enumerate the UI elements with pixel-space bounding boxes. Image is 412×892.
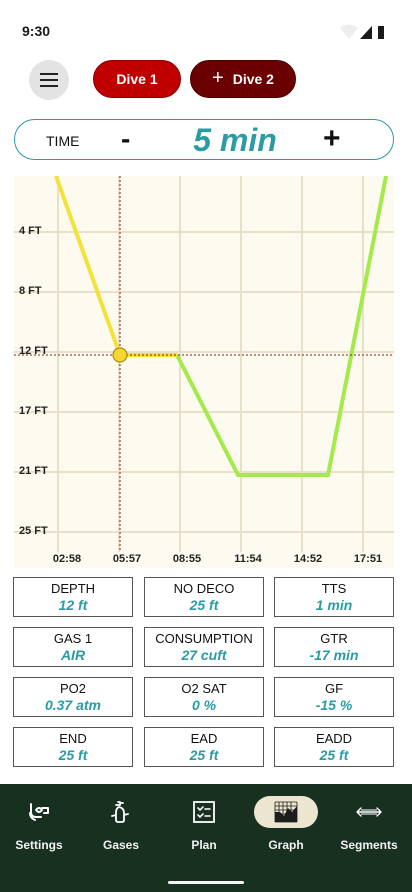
stat-label: EADD	[315, 731, 353, 746]
add-dive2-button[interactable]: + Dive 2	[190, 60, 296, 98]
y-tick-label: 12 FT	[19, 345, 48, 357]
stat-value: 27 cuft	[181, 647, 227, 663]
stat-card-gf: GF -15 %	[274, 677, 394, 717]
nav-graph[interactable]: Graph	[246, 796, 326, 852]
hamburger-menu-icon	[40, 73, 58, 87]
stat-label: GTR	[320, 631, 348, 646]
stat-value: 25 ft	[189, 597, 219, 613]
stat-value: -17 min	[309, 647, 359, 663]
cursor-marker	[112, 347, 128, 363]
stat-value: 25 ft	[189, 747, 219, 763]
checklist-icon	[172, 796, 236, 828]
stat-label: NO DECO	[173, 581, 235, 596]
home-indicator	[168, 881, 244, 884]
stat-card-eadd: EADD 25 ft	[274, 727, 394, 767]
nav-graph-label: Graph	[268, 838, 304, 852]
stat-card-consumption: CONSUMPTION 27 cuft	[144, 627, 264, 667]
nav-plan-label: Plan	[191, 838, 217, 852]
time-value: 5 min	[193, 122, 277, 158]
y-tick-label: 4 FT	[19, 225, 42, 237]
cellular-signal-icon	[360, 26, 372, 39]
stat-label: EAD	[190, 731, 218, 746]
x-tick-label: 08:55	[173, 553, 201, 565]
status-bar: 9:30	[0, 0, 412, 62]
x-tick-label: 14:52	[294, 553, 322, 565]
stat-value: -15 %	[315, 697, 353, 713]
stat-label: GF	[324, 681, 344, 696]
top-bar: Dive 1 + Dive 2	[0, 58, 412, 102]
nav-settings-label: Settings	[15, 838, 63, 852]
time-decrement-button[interactable]: -	[121, 123, 131, 154]
stat-label: DEPTH	[50, 581, 96, 596]
dive-profile-svg: 4 FT 8 FT 12 FT 17 FT 21 FT 25 FT 02:58 05:57 08…	[14, 176, 394, 565]
stat-value: 1 min	[315, 597, 353, 613]
y-tick-label: 21 FT	[19, 465, 48, 477]
profile-line-past	[54, 176, 177, 357]
nav-settings[interactable]: Settings	[0, 796, 79, 852]
dive2-label: Dive 2	[232, 71, 274, 87]
nav-gases-label: Gases	[102, 838, 140, 852]
y-tick-label: 25 FT	[19, 525, 48, 537]
stat-label: TTS	[321, 581, 347, 596]
y-tick-label: 17 FT	[19, 405, 48, 417]
stat-value: 12 ft	[58, 597, 88, 613]
graph-grid-icon	[254, 796, 318, 828]
wifi-icon	[340, 24, 358, 39]
stat-value: 0 %	[191, 697, 217, 713]
stat-card-end: END 25 ft	[13, 727, 133, 767]
battery-icon	[378, 26, 384, 39]
x-tick-label: 02:58	[53, 553, 81, 565]
x-tick-label: 11:54	[234, 553, 262, 565]
stat-label: GAS 1	[53, 631, 93, 646]
stat-label: CONSUMPTION	[155, 631, 253, 646]
menu-button[interactable]	[29, 60, 69, 100]
stat-label: END	[59, 731, 87, 746]
time-control: TIME - 5 min +	[14, 119, 394, 160]
y-tick-label: 8 FT	[19, 285, 42, 297]
stat-value: 25 ft	[319, 747, 349, 763]
left-right-arrow-icon	[337, 796, 401, 828]
dive-profile-chart[interactable]: 4 FT 8 FT 12 FT 17 FT 21 FT 25 FT 02:58 05:57 08…	[14, 176, 394, 568]
bottom-navigation: Settings Gases Plan Graph Segments	[0, 784, 412, 892]
stat-card-o2-sat: O2 SAT 0 %	[144, 677, 264, 717]
stat-card-gtr: GTR -17 min	[274, 627, 394, 667]
stat-card-gas-1: GAS 1 AIR	[13, 627, 133, 667]
stat-card-po2: PO2 0.37 atm	[13, 677, 133, 717]
gas-tank-icon	[89, 796, 153, 828]
stat-card-depth: DEPTH 12 ft	[13, 577, 133, 617]
stat-card-no-deco: NO DECO 25 ft	[144, 577, 264, 617]
stat-card-ead: EAD 25 ft	[144, 727, 264, 767]
time-label: TIME	[46, 133, 80, 149]
stat-value: 0.37 atm	[44, 697, 102, 713]
time-increment-button[interactable]: +	[323, 122, 341, 155]
dive1-label: Dive 1	[116, 71, 158, 87]
dive1-button[interactable]: Dive 1	[93, 60, 181, 98]
stat-card-tts: TTS 1 min	[274, 577, 394, 617]
stat-label: O2 SAT	[181, 681, 227, 696]
nav-plan[interactable]: Plan	[164, 796, 244, 852]
status-time: 9:30	[22, 23, 51, 39]
nav-segments[interactable]: Segments	[329, 796, 409, 852]
plus-icon: +	[212, 67, 224, 89]
x-tick-label: 17:51	[354, 553, 382, 565]
status-icons	[340, 24, 384, 39]
x-tick-label: 05:57	[113, 553, 141, 565]
profile-line-future	[175, 176, 388, 477]
stat-value: 25 ft	[58, 747, 88, 763]
stat-label: PO2	[59, 681, 86, 696]
nav-segments-label: Segments	[340, 838, 398, 852]
nav-gases[interactable]: Gases	[81, 796, 161, 852]
stat-value: AIR	[60, 647, 86, 663]
snorkel-mask-icon	[7, 796, 71, 828]
